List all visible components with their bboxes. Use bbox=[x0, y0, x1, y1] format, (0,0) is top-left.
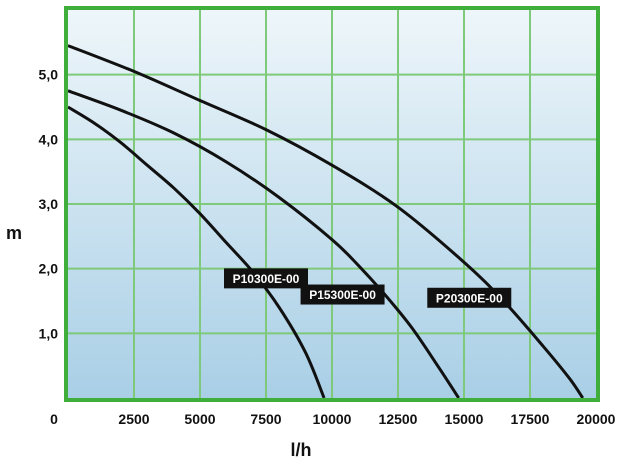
curve-label: P15300E-00 bbox=[300, 284, 385, 305]
y-axis-title: m bbox=[6, 223, 22, 243]
x-axis-title: l/h bbox=[291, 440, 312, 460]
grid bbox=[68, 10, 596, 398]
x-tick-labels: 0 2500 5000 7500 10000 12500 15000 17500 20000 bbox=[50, 411, 616, 427]
curve-label-text: P20300E-00 bbox=[436, 291, 503, 305]
series-line bbox=[68, 44, 585, 398]
x-tick-label: 17500 bbox=[511, 411, 550, 427]
y-tick-label: 5,0 bbox=[39, 67, 59, 83]
x-tick-label: 10000 bbox=[313, 411, 352, 427]
y-tick-label: 4,0 bbox=[39, 131, 59, 147]
y-tick-label: 1,0 bbox=[39, 325, 59, 341]
plot-frame bbox=[64, 6, 600, 402]
curve-label-text: P15300E-00 bbox=[309, 288, 376, 302]
x-tick-label: 7500 bbox=[250, 411, 281, 427]
curve-label: P20300E-00 bbox=[427, 287, 512, 308]
x-tick-label: 12500 bbox=[379, 411, 418, 427]
x-tick-label: 5000 bbox=[184, 411, 215, 427]
y-tick-label: 2,0 bbox=[39, 261, 59, 277]
curve-labels: P10300E-00 P15300E-00 P20300E-00 bbox=[224, 268, 512, 308]
y-tick-labels: 1,0 2,0 3,0 4,0 5,0 bbox=[39, 67, 59, 342]
curve-label-text: P10300E-00 bbox=[233, 272, 300, 286]
series-line bbox=[68, 105, 326, 398]
x-tick-label: 0 bbox=[50, 411, 58, 427]
x-tick-label: 2500 bbox=[118, 411, 149, 427]
series-line bbox=[68, 89, 460, 398]
x-tick-label: 15000 bbox=[445, 411, 484, 427]
curve-label-box bbox=[224, 268, 308, 289]
curves bbox=[68, 44, 585, 398]
y-tick-label: 3,0 bbox=[39, 196, 59, 212]
curve-label-box bbox=[427, 287, 512, 308]
curve-label-box bbox=[300, 284, 385, 305]
x-tick-label: 20000 bbox=[577, 411, 616, 427]
curve-label: P10300E-00 bbox=[224, 268, 308, 289]
